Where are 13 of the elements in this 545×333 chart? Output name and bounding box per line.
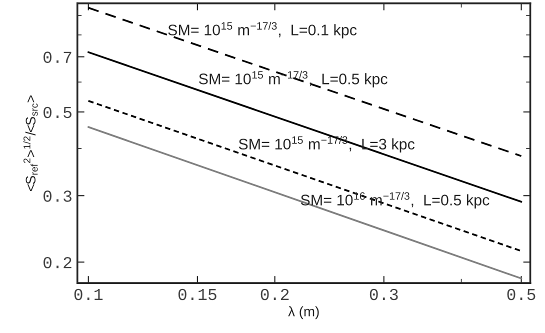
y-tick-label: 0.3 [44,190,72,202]
x-tick-label: 0.2 [260,288,289,300]
annotation: SM= 10$^{15}$ m$^{−17/3}$, L=0.1 kpc [168,22,357,38]
y-axis-title: <S$_{ref}$$^{2}$>$^{1/2}$/<S$_{src}$> [23,95,38,192]
x-tick-label: 0.15 [178,288,216,300]
x-axis-title: λ (m) [288,306,319,320]
x-tick-label: 0.3 [370,288,398,300]
annotation: SM= 10$^{15}$ m$^{−17/3}$, L=0.5 kpc [199,70,388,88]
y-tick-label: 0.2 [44,256,72,268]
x-tick-label: 0.1 [74,288,103,300]
y-tick-label: 0.5 [44,106,72,118]
x-tick-label: 0.5 [507,288,536,300]
y-tick-label: 0.7 [44,52,72,63]
